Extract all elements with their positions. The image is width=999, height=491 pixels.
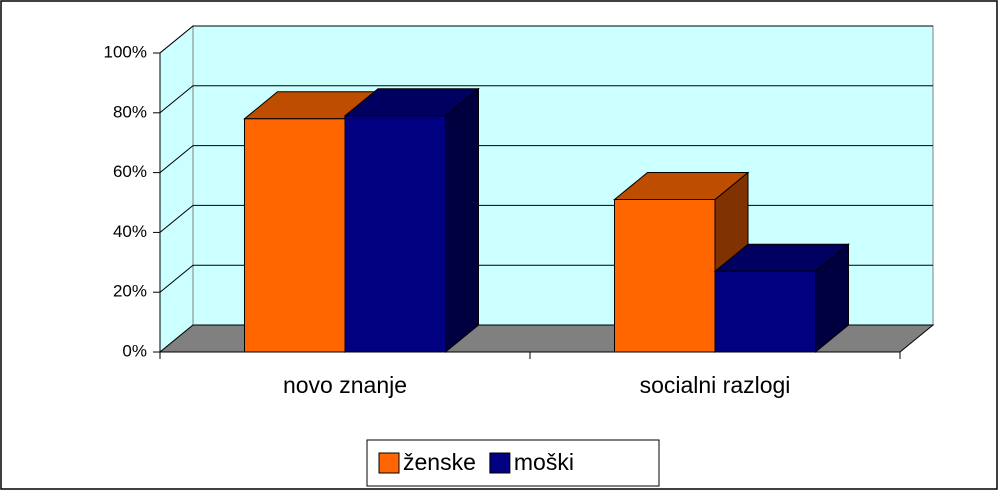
bar <box>614 199 716 353</box>
legend-label: moški <box>514 449 574 475</box>
y-tick-label: 0% <box>122 341 147 360</box>
legend-swatch <box>378 452 400 474</box>
legend-label: ženske <box>403 449 476 475</box>
legend-swatch <box>489 452 511 474</box>
legend-box <box>366 439 660 487</box>
bar <box>344 115 446 353</box>
bar <box>714 270 816 353</box>
grid-line <box>159 145 933 173</box>
grid-line <box>159 85 933 114</box>
y-tick-label: 100% <box>104 42 147 61</box>
x-tick-label: socialni razlogi <box>640 372 791 398</box>
grid-line <box>159 25 933 54</box>
y-tick-label: 60% <box>113 162 147 181</box>
y-tick-label: 40% <box>113 222 147 241</box>
side-wall <box>159 24 194 354</box>
y-tick-label: 80% <box>113 102 147 121</box>
y-tick-label: 20% <box>113 282 147 301</box>
bar-side <box>445 87 479 354</box>
bar <box>244 118 346 353</box>
x-tick-label: novo znanje <box>283 372 407 398</box>
